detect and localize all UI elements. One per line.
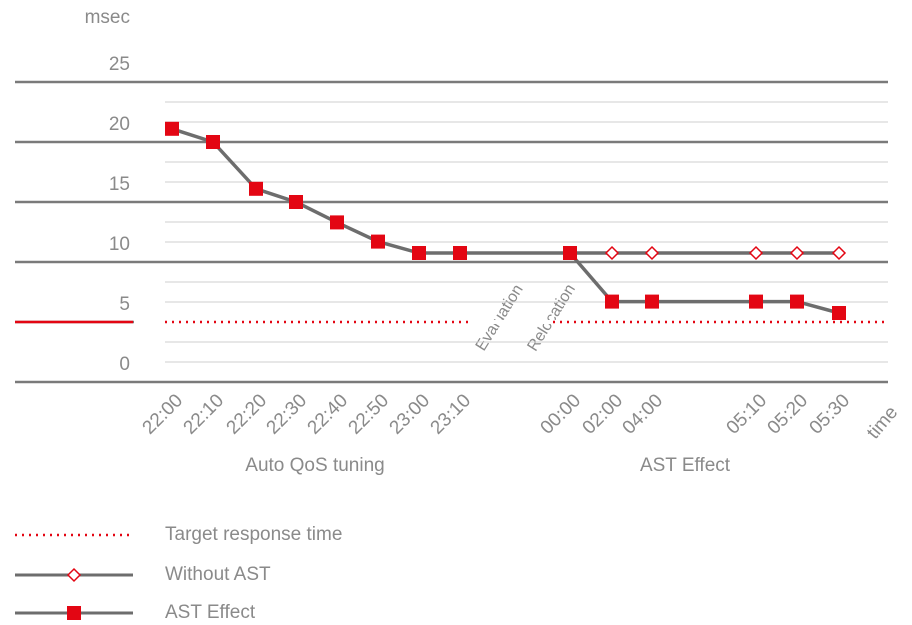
diamond-marker: [831, 245, 847, 261]
y-tick-label: 0: [119, 354, 130, 375]
diamond-marker: [748, 245, 764, 261]
x-axis-label: time: [863, 402, 902, 443]
x-tick-label: 23:00: [386, 390, 434, 438]
x-tick-label: 04:00: [619, 390, 667, 438]
y-tick-label: 20: [109, 114, 130, 135]
x-tick-label: 22:50: [345, 390, 393, 438]
y-axis-label: msec: [85, 7, 130, 28]
x-tick-label: 22:30: [263, 390, 311, 438]
x-tick-label: 22:00: [139, 390, 187, 438]
annotation: Evaluation: [473, 282, 527, 354]
legend-marker: [67, 606, 81, 620]
x-tick-label: 23:10: [427, 390, 475, 438]
x-tick-label: 05:20: [764, 390, 812, 438]
x-tick-label: 22:20: [223, 390, 271, 438]
square-marker: [749, 294, 763, 309]
diamond-marker: [789, 245, 805, 261]
square-marker: [790, 294, 804, 309]
square-marker: [563, 246, 577, 260]
annotation: Relocation: [525, 281, 579, 354]
diamond-marker: [604, 245, 620, 261]
y-tick-label: 5: [119, 294, 130, 315]
y-tick-label: 15: [109, 174, 130, 195]
x-tick-label: 05:10: [723, 390, 771, 438]
target-bg: [134, 320, 888, 324]
y-tick-label: 10: [109, 234, 130, 255]
square-marker: [249, 181, 263, 196]
x-tick-label: 05:30: [806, 390, 854, 438]
legend-label: AST Effect: [165, 602, 256, 623]
diamond-marker: [644, 245, 660, 261]
legend-label: Target response time: [165, 524, 342, 545]
legend-label: Without AST: [165, 564, 271, 585]
square-marker: [330, 215, 344, 230]
square-marker: [165, 121, 179, 136]
square-marker: [605, 294, 619, 309]
legend-marker: [66, 567, 82, 583]
x-tick-label: 02:00: [579, 390, 627, 438]
square-marker: [645, 294, 659, 309]
square-marker: [453, 246, 467, 260]
x-tick-label: 00:00: [537, 390, 585, 438]
x-tick-label: 22:40: [304, 390, 352, 438]
series-line: [171, 127, 840, 315]
square-marker: [412, 246, 426, 260]
square-marker: [289, 195, 303, 209]
square-marker: [832, 306, 846, 320]
y-tick-label: 25: [109, 54, 130, 75]
square-marker: [371, 234, 385, 249]
group-label: Auto QoS tuning: [245, 455, 384, 476]
group-label: AST Effect: [640, 455, 731, 476]
x-tick-label: 22:10: [180, 390, 228, 438]
square-marker: [206, 135, 220, 149]
